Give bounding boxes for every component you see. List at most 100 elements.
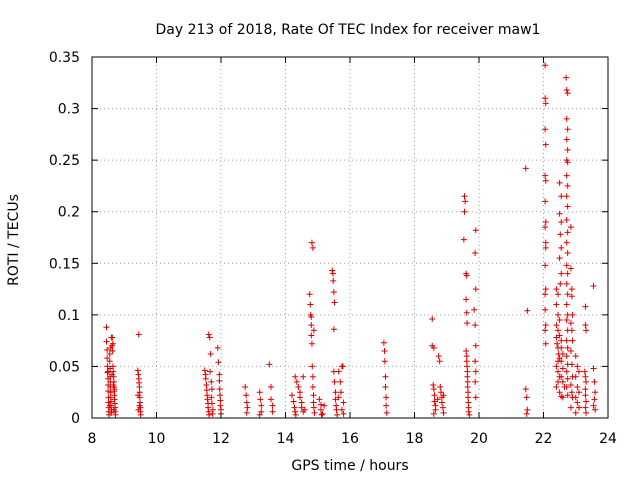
data-point [464,384,471,391]
data-point [105,388,112,395]
data-point [564,126,571,133]
data-point [583,378,590,385]
data-point [542,306,549,313]
data-point [209,410,216,417]
data-point [432,406,439,413]
data-point [267,396,274,403]
data-point [564,203,571,210]
data-point [542,239,549,246]
data-point [258,402,265,409]
data-point [201,367,208,374]
data-point [436,358,443,365]
data-point [291,404,298,411]
data-point [472,368,479,375]
data-point [135,392,142,399]
data-point [559,365,566,372]
data-point [563,262,570,269]
data-point [207,351,214,358]
data-point [109,363,116,370]
data-point [217,402,224,409]
data-point [206,411,213,418]
data-point [332,389,339,396]
data-point [208,394,215,401]
data-point [108,371,115,378]
data-point [522,386,529,393]
data-point [269,408,276,415]
x-tick-label: 14 [277,431,295,447]
data-point [567,404,574,411]
data-point [523,394,530,401]
data-point [243,399,250,406]
data-point [292,408,299,415]
data-point [290,398,297,405]
data-point [266,361,273,368]
data-point [136,389,143,396]
y-tick-label: 0.2 [58,205,80,221]
data-point [542,327,549,334]
data-point [524,406,531,413]
data-point [202,375,209,382]
data-point [542,126,549,133]
data-point [583,398,590,405]
data-point [563,216,570,223]
data-point [559,378,566,385]
data-point [329,270,336,277]
data-point [564,249,571,256]
data-point [555,311,562,318]
data-point [308,322,315,329]
data-point [465,389,472,396]
data-point [310,399,317,406]
data-point [309,363,316,370]
data-point [590,282,597,289]
data-point [382,384,389,391]
data-point [555,291,562,298]
data-point [464,320,471,327]
data-point [553,384,560,391]
data-point [207,368,214,375]
data-point [572,409,579,416]
data-point [564,270,571,277]
data-point [563,368,570,375]
data-point [542,219,549,226]
data-point [563,337,570,344]
data-point [308,313,315,320]
data-point [582,404,589,411]
data-point [557,280,564,287]
data-point [575,368,582,375]
data-point [335,368,342,375]
data-point [308,332,315,339]
data-point [134,367,141,374]
data-point [329,267,336,274]
data-point [309,373,316,380]
data-point [563,301,570,308]
data-point [558,244,565,251]
data-point [463,353,470,360]
data-point [542,322,549,329]
data-point [105,399,112,406]
data-point [568,286,575,293]
data-point [205,404,212,411]
data-point [556,255,563,262]
data-point [243,392,250,399]
data-point [104,369,111,376]
data-point [430,381,437,388]
data-point [382,373,389,380]
data-point [339,363,346,370]
data-point [582,373,589,380]
data-point [463,272,470,279]
data-point [590,402,597,409]
data-point [217,392,224,399]
x-tick-label: 22 [535,431,553,447]
data-point [558,344,565,351]
data-point [110,368,117,375]
data-point [463,347,470,354]
data-point [556,332,563,339]
data-point [553,363,560,370]
x-tick-labels: 8 10 12 14 16 18 20 22 24 [88,431,617,447]
data-point [463,296,470,303]
y-tick-label: 0.35 [49,50,80,66]
data-point [555,368,562,375]
data-point [106,402,113,409]
data-point [564,159,571,166]
